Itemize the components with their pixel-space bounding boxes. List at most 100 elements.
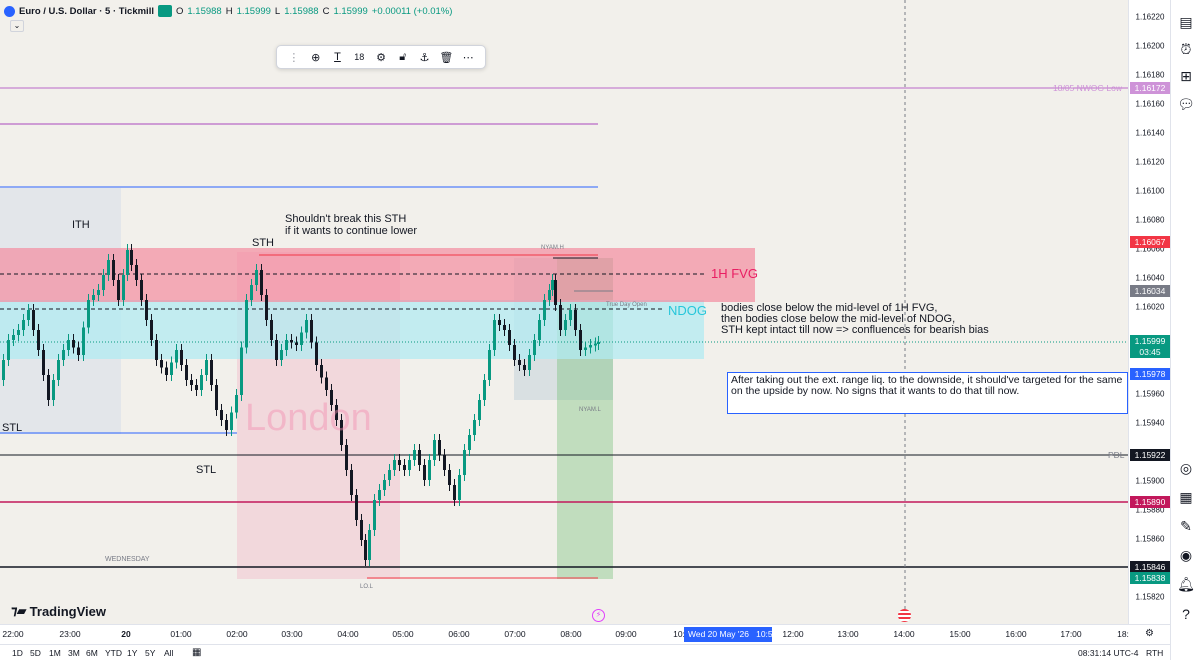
time-tick: 23:00	[59, 629, 81, 639]
ith-label: ITH	[72, 219, 90, 231]
anchor-icon[interactable]: ⚓︎	[419, 51, 430, 64]
price-tag: 1.16067	[1130, 236, 1170, 248]
candle-body	[62, 350, 65, 360]
price-tag: 1.15890	[1130, 496, 1170, 508]
range-button-1y[interactable]: 1Y	[127, 648, 138, 658]
candlestick-chart[interactable]	[0, 0, 1128, 624]
range-button-1d[interactable]: 1D	[12, 648, 23, 658]
candle-body	[438, 440, 441, 455]
rth-toggle[interactable]: RTH	[1146, 648, 1164, 658]
crosshair-date: Wed 20 May '26	[688, 629, 749, 639]
candle-body	[488, 350, 491, 380]
ndog-label: NDOG	[668, 303, 707, 318]
calendar-icon[interactable]: ▦	[1179, 488, 1193, 505]
candle-body	[240, 347, 243, 395]
template-icon[interactable]: ⊕	[311, 51, 321, 64]
time-tick: 02:00	[226, 629, 248, 639]
ohlc-change: +0.00011 (+0.01%)	[371, 5, 453, 17]
candle-body	[255, 270, 258, 285]
delete-icon[interactable]: 🗑︎	[439, 51, 454, 64]
notifications-icon[interactable]: 🔔︎	[1177, 575, 1195, 592]
candle-body	[215, 385, 218, 410]
axis-settings-icon[interactable]: ⚙	[1145, 628, 1154, 639]
candle-body	[310, 320, 313, 343]
candle-body	[458, 475, 461, 500]
date-range-icon[interactable]: ▦	[192, 647, 202, 658]
candle-body	[220, 410, 223, 420]
candle-body	[145, 300, 148, 320]
candle-body	[300, 332, 303, 345]
upside-target-note[interactable]: After taking out the ext. range liq. to …	[727, 372, 1128, 414]
lock-icon[interactable]: 🔓︎	[399, 50, 407, 63]
candle-body	[165, 367, 168, 375]
symbol-header: Euro / U.S. Dollar · 5 · Tickmill O 1.159…	[4, 4, 452, 18]
pine-icon[interactable]: ✎	[1180, 517, 1192, 534]
crosshair-time-label: Wed 20 May '26 10:50	[684, 627, 777, 642]
data-window-icon[interactable]: ⊞	[1180, 67, 1192, 84]
drag-handle-icon[interactable]: ⋮	[288, 51, 300, 64]
candle-body	[295, 342, 298, 345]
candle-body	[483, 380, 486, 400]
time-tick: 09:00	[615, 629, 637, 639]
price-tag: 1.16172	[1130, 82, 1170, 94]
price-tick: 1.15820	[1135, 592, 1165, 602]
price-tick: 1.16140	[1135, 128, 1165, 138]
tradingview-mark-icon: ⁊▰	[11, 603, 27, 618]
candle-body	[579, 330, 582, 350]
range-button-5d[interactable]: 5D	[30, 648, 41, 658]
drawing-floating-toolbar[interactable]: ⋮ ⊕ T 18 ⚙ 🔓︎ ⚓︎ 🗑︎ ⋯	[276, 45, 486, 69]
watchlist-icon[interactable]: ▤	[1179, 13, 1193, 30]
candle-body	[538, 320, 541, 340]
bias-note-line-1: bodies close below the mid-level of 1H F…	[721, 302, 938, 314]
more-icon[interactable]: ⋯	[462, 51, 474, 64]
range-button-5y[interactable]: 5Y	[145, 648, 156, 658]
range-button-ytd[interactable]: YTD	[105, 648, 122, 658]
ohlc-close: 1.15999	[333, 5, 368, 17]
candle-body	[130, 250, 133, 265]
chat-icon[interactable]: 💬︎	[1177, 95, 1195, 112]
symbol-name[interactable]: Euro / U.S. Dollar · 5 · Tickmill	[19, 5, 154, 17]
price-tag: 1.15838	[1130, 572, 1170, 584]
font-size-button[interactable]: 18	[354, 52, 365, 62]
settings-icon[interactable]: ⚙	[376, 51, 386, 64]
true-day-open-label: True Day Open	[606, 302, 647, 308]
candle-body	[448, 470, 451, 485]
time-tick: 04:00	[337, 629, 359, 639]
candle-body	[383, 480, 386, 490]
time-axis[interactable]: 18: 17:00 16:00 15:00 14:00 13:00 12:00 10: 09:0…	[0, 624, 1170, 644]
price-tick: 1.16180	[1135, 70, 1165, 80]
range-button-6m[interactable]: 6M	[86, 648, 98, 658]
clock-readout[interactable]: 08:31:14 UTC-4	[1078, 648, 1139, 658]
us-flag-icon[interactable]	[898, 609, 911, 622]
alerts-icon[interactable]: ⏰︎	[1180, 40, 1192, 57]
candle-body	[77, 347, 80, 355]
price-axis[interactable]: 1.16220 1.16200 1.16180 1.16160 1.16140 1.161…	[1128, 0, 1170, 624]
tradingview-logo[interactable]: ⁊▰ TradingView	[11, 603, 106, 619]
nyam-high-label: NYAM.H	[541, 245, 564, 251]
price-tick: 1.16200	[1135, 41, 1165, 51]
broadcast-icon[interactable]: ◉	[1179, 546, 1193, 563]
candle-body	[443, 455, 446, 470]
candle-body	[473, 420, 476, 435]
text-color-icon[interactable]: T	[334, 51, 341, 63]
price-tick: 1.16020	[1135, 302, 1165, 312]
range-button-all[interactable]: All	[164, 648, 174, 658]
candle-body	[554, 280, 557, 305]
ohlc-low-label: L	[274, 5, 281, 17]
ohlc-low: 1.15988	[284, 5, 319, 17]
candle-body	[117, 280, 120, 300]
candle-body	[180, 350, 183, 365]
collapse-chevron-icon[interactable]: ⌄	[10, 20, 24, 32]
candle-body	[533, 340, 536, 355]
time-tick: 03:00	[281, 629, 303, 639]
candle-body	[2, 360, 5, 380]
candle-body	[72, 340, 75, 348]
price-tick: 1.16060	[1135, 244, 1165, 254]
lightning-icon[interactable]: ⚡︎	[592, 609, 605, 622]
help-icon[interactable]: ?	[1182, 606, 1190, 622]
ideas-icon[interactable]: ◎	[1179, 459, 1193, 476]
range-button-1m[interactable]: 1M	[49, 648, 61, 658]
candle-body	[190, 380, 193, 385]
chart-canvas[interactable]: Euro / U.S. Dollar · 5 · Tickmill O 1.159…	[0, 0, 1128, 624]
range-button-3m[interactable]: 3M	[68, 648, 80, 658]
